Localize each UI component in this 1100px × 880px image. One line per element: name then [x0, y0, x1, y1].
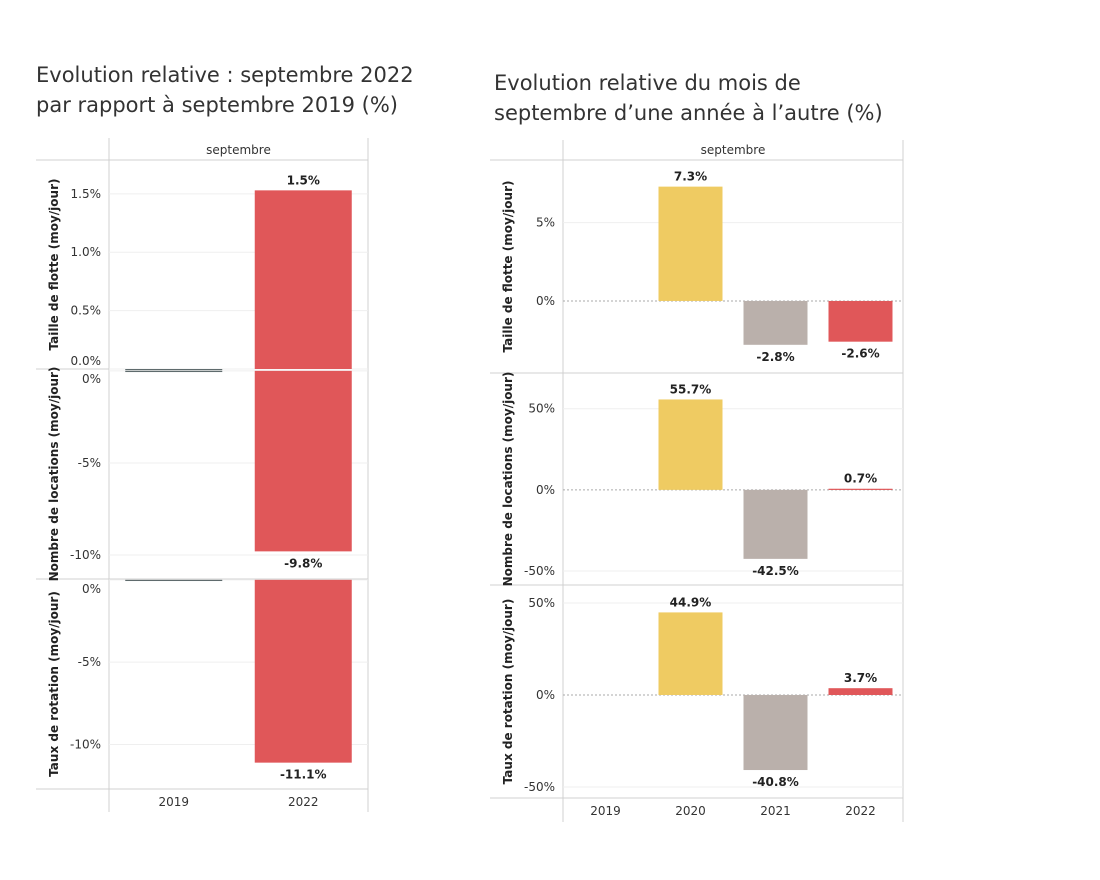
- bar-2022: [828, 688, 893, 695]
- y-axis-label: Taux de rotation (moy/jour): [501, 599, 515, 785]
- y-tick-label: 50%: [528, 402, 555, 416]
- bar-2020: [658, 399, 723, 490]
- x-tick-label: 2021: [760, 804, 791, 818]
- x-tick-label: 2019: [158, 795, 189, 809]
- bar-2022: [254, 190, 352, 369]
- data-label: 44.9%: [670, 595, 712, 609]
- y-tick-label: 0%: [82, 372, 101, 386]
- y-tick-label: 1.5%: [71, 187, 102, 201]
- y-axis-label: Taille de flotte (moy/jour): [501, 181, 515, 353]
- y-axis-label: Taux de rotation (moy/jour): [47, 591, 61, 777]
- y-tick-label: 50%: [528, 596, 555, 610]
- x-tick-label: 2022: [845, 804, 876, 818]
- data-label: 55.7%: [670, 382, 712, 396]
- y-tick-label: 1.0%: [71, 245, 102, 259]
- data-label: 3.7%: [844, 671, 877, 685]
- y-tick-label: -50%: [524, 564, 555, 578]
- y-tick-label: -10%: [70, 548, 101, 562]
- bar-2022: [828, 488, 893, 490]
- x-tick-label: 2022: [288, 795, 319, 809]
- column-header: septembre: [701, 143, 766, 157]
- data-label: -40.8%: [752, 775, 799, 789]
- y-tick-label: 0%: [82, 582, 101, 596]
- bar-2019: [125, 369, 223, 371]
- y-tick-label: 5%: [536, 216, 555, 230]
- bar-2019: [125, 370, 223, 373]
- bar-2022: [254, 579, 352, 763]
- bar-2020: [658, 612, 723, 695]
- y-tick-label: 0%: [536, 688, 555, 702]
- y-axis-label: Nombre de locations (moy/jour): [47, 367, 61, 582]
- data-label: -42.5%: [752, 564, 799, 578]
- y-tick-label: -5%: [78, 655, 101, 669]
- bar-2022: [828, 300, 893, 342]
- bar-2021: [743, 489, 808, 559]
- y-tick-label: 0.5%: [71, 304, 102, 318]
- data-label: -2.6%: [841, 347, 879, 361]
- column-header: septembre: [206, 143, 271, 157]
- bar-2021: [743, 694, 808, 771]
- right-chart-title: Evolution relative du mois de septembre …: [494, 71, 883, 125]
- x-tick-label: 2020: [675, 804, 706, 818]
- bar-2021: [743, 300, 808, 345]
- y-tick-label: -50%: [524, 780, 555, 794]
- y-axis-label: Nombre de locations (moy/jour): [501, 372, 515, 587]
- data-label: 7.3%: [674, 170, 707, 184]
- left-chart-title: Evolution relative : septembre 2022 par …: [36, 63, 414, 117]
- y-tick-label: 0.0%: [71, 354, 102, 368]
- y-axis-label: Taille de flotte (moy/jour): [47, 179, 61, 351]
- data-label: -9.8%: [284, 556, 322, 570]
- data-label: -2.8%: [756, 350, 794, 364]
- bar-2019: [125, 579, 223, 582]
- y-tick-label: 0%: [536, 294, 555, 308]
- y-tick-label: -5%: [78, 456, 101, 470]
- data-label: 1.5%: [287, 173, 320, 187]
- bar-2022: [254, 370, 352, 552]
- y-tick-label: -10%: [70, 738, 101, 752]
- x-tick-label: 2019: [590, 804, 621, 818]
- y-tick-label: 0%: [536, 483, 555, 497]
- data-label: -11.1%: [280, 768, 327, 782]
- bar-2020: [658, 186, 723, 301]
- data-label: 0.7%: [844, 472, 877, 486]
